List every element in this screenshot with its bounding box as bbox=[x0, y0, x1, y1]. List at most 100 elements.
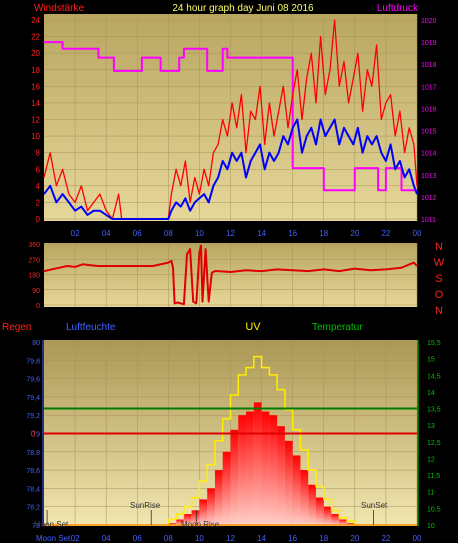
rain-value-label: 0 bbox=[31, 430, 36, 439]
temperature-tick-label: 15,5 bbox=[427, 340, 441, 347]
uv-bar bbox=[339, 519, 348, 525]
wind-tick-label: 12 bbox=[31, 116, 40, 125]
uv-bar bbox=[261, 411, 270, 525]
humidity-tick-label: 80 bbox=[32, 340, 40, 347]
temperature-tick-label: 10,5 bbox=[427, 506, 441, 513]
pressure-tick-label: 1015 bbox=[421, 129, 437, 136]
temperature-tick-label: 11 bbox=[427, 490, 434, 497]
uv-time-tick-label: 14 bbox=[257, 534, 266, 543]
uv-bar bbox=[199, 499, 208, 525]
compass-o: O bbox=[435, 289, 444, 301]
uv-bar bbox=[284, 440, 293, 525]
rain-axis-title: Regen bbox=[2, 322, 31, 333]
moon-set-axis-label: Moon Set bbox=[36, 534, 71, 543]
uv-bar bbox=[315, 497, 324, 525]
temperature-tick-label: 13 bbox=[427, 423, 435, 430]
time-tick-label: 10 bbox=[195, 229, 204, 238]
time-tick-label: 06 bbox=[133, 229, 142, 238]
temperature-tick-label: 13,5 bbox=[427, 407, 441, 414]
wind-tick-label: 20 bbox=[31, 49, 40, 58]
compass-w: W bbox=[434, 257, 445, 269]
uv-bar bbox=[191, 510, 200, 525]
uv-bar bbox=[168, 523, 177, 525]
wind-tick-label: 10 bbox=[31, 132, 40, 141]
time-tick-label: 18 bbox=[319, 229, 328, 238]
humidity-tick-label: 79,6 bbox=[26, 377, 40, 384]
temperature-tick-label: 10 bbox=[427, 523, 435, 530]
direction-tick-label: 180 bbox=[28, 273, 40, 280]
wind-tick-label: 4 bbox=[36, 182, 41, 191]
humidity-tick-label: 78,6 bbox=[26, 468, 40, 475]
wind-chart-group: 0246810121416182022241011101210131014101… bbox=[31, 14, 437, 238]
uv-bar bbox=[214, 470, 223, 525]
humidity-tick-label: 79,8 bbox=[26, 358, 40, 365]
uv-time-tick-label: 16 bbox=[288, 534, 297, 543]
wind-tick-label: 16 bbox=[31, 82, 40, 91]
compass-n-bottom: N bbox=[435, 305, 443, 317]
wind-tick-label: 6 bbox=[36, 165, 41, 174]
time-tick-label: 08 bbox=[164, 229, 173, 238]
humidity-tick-label: 79,2 bbox=[26, 413, 40, 420]
temperature-tick-label: 14,5 bbox=[427, 373, 441, 380]
temperature-tick-label: 12,5 bbox=[427, 440, 441, 447]
uv-bar bbox=[207, 488, 215, 525]
pressure-tick-label: 1018 bbox=[421, 62, 437, 69]
uv-time-tick-label: 08 bbox=[164, 534, 173, 543]
pressure-tick-label: 1014 bbox=[421, 151, 437, 158]
uv-bar bbox=[246, 411, 254, 525]
chart-title: 24 hour graph day Juni 08 2016 bbox=[172, 3, 314, 14]
uv-chart-group: 78 78,2 78,4 78,6 78,8 79 79,2 79,4 79,6 79,8 80 10… bbox=[26, 340, 441, 543]
time-tick-label: 16 bbox=[288, 229, 297, 238]
wind-tick-label: 8 bbox=[36, 149, 41, 158]
uv-bar bbox=[222, 451, 231, 525]
pressure-tick-label: 1019 bbox=[421, 40, 437, 47]
wind-gust-line bbox=[43, 19, 418, 220]
humidity-tick-label: 78,8 bbox=[26, 450, 40, 457]
uv-time-tick-label: 02 bbox=[71, 534, 80, 543]
uv-time-tick-label: 12 bbox=[226, 534, 235, 543]
uv-bar bbox=[183, 514, 192, 525]
wind-tick-label: 18 bbox=[31, 66, 40, 75]
uv-time-tick-label: 00 bbox=[413, 534, 422, 543]
wind-tick-label: 0 bbox=[36, 215, 41, 224]
humidity-tick-label: 78,2 bbox=[26, 505, 40, 512]
compass-n-top: N bbox=[435, 241, 443, 253]
uv-time-tick-label: 20 bbox=[350, 534, 359, 543]
humidity-tick-label: 79,4 bbox=[26, 395, 40, 402]
time-tick-label: 00 bbox=[413, 229, 422, 238]
humidity-tick-label: 78,4 bbox=[26, 486, 40, 493]
time-tick-label: 02 bbox=[71, 229, 80, 238]
time-tick-label: 20 bbox=[350, 229, 359, 238]
wind-tick-label: 2 bbox=[36, 198, 41, 207]
temperature-axis-title: Temperatur bbox=[312, 322, 363, 333]
uv-axis-title: UV bbox=[245, 321, 261, 333]
humidity-axis-title: Luftfeuchte bbox=[66, 322, 116, 333]
temperature-tick-label: 15 bbox=[427, 357, 435, 364]
uv-bar bbox=[176, 519, 184, 525]
uv-time-tick-label: 06 bbox=[133, 534, 142, 543]
uv-bar bbox=[292, 455, 301, 525]
wind-tick-label: 14 bbox=[31, 99, 40, 108]
uv-bar bbox=[277, 426, 285, 525]
sun-set-annotation: SunSet bbox=[361, 501, 388, 510]
uv-bar bbox=[300, 470, 309, 525]
pressure-tick-label: 1013 bbox=[421, 173, 437, 180]
uv-time-tick-label: 22 bbox=[381, 534, 390, 543]
pressure-tick-label: 1016 bbox=[421, 106, 437, 113]
time-tick-label: 12 bbox=[226, 229, 235, 238]
pressure-tick-label: 1020 bbox=[421, 18, 437, 25]
time-tick-label: 14 bbox=[257, 229, 266, 238]
uv-time-tick-label: 18 bbox=[319, 534, 328, 543]
uv-bar bbox=[331, 514, 340, 525]
moon-set-annotation: Moon Set bbox=[34, 520, 69, 529]
pressure-tick-label: 1011 bbox=[421, 217, 436, 224]
uv-bar bbox=[238, 415, 247, 525]
direction-tick-label: 0 bbox=[36, 303, 40, 310]
uv-time-tick-label: 04 bbox=[102, 534, 111, 543]
uv-outline-line bbox=[167, 355, 363, 526]
compass-s: S bbox=[435, 273, 442, 285]
pressure-line bbox=[44, 41, 417, 192]
direction-tick-label: 90 bbox=[32, 288, 40, 295]
